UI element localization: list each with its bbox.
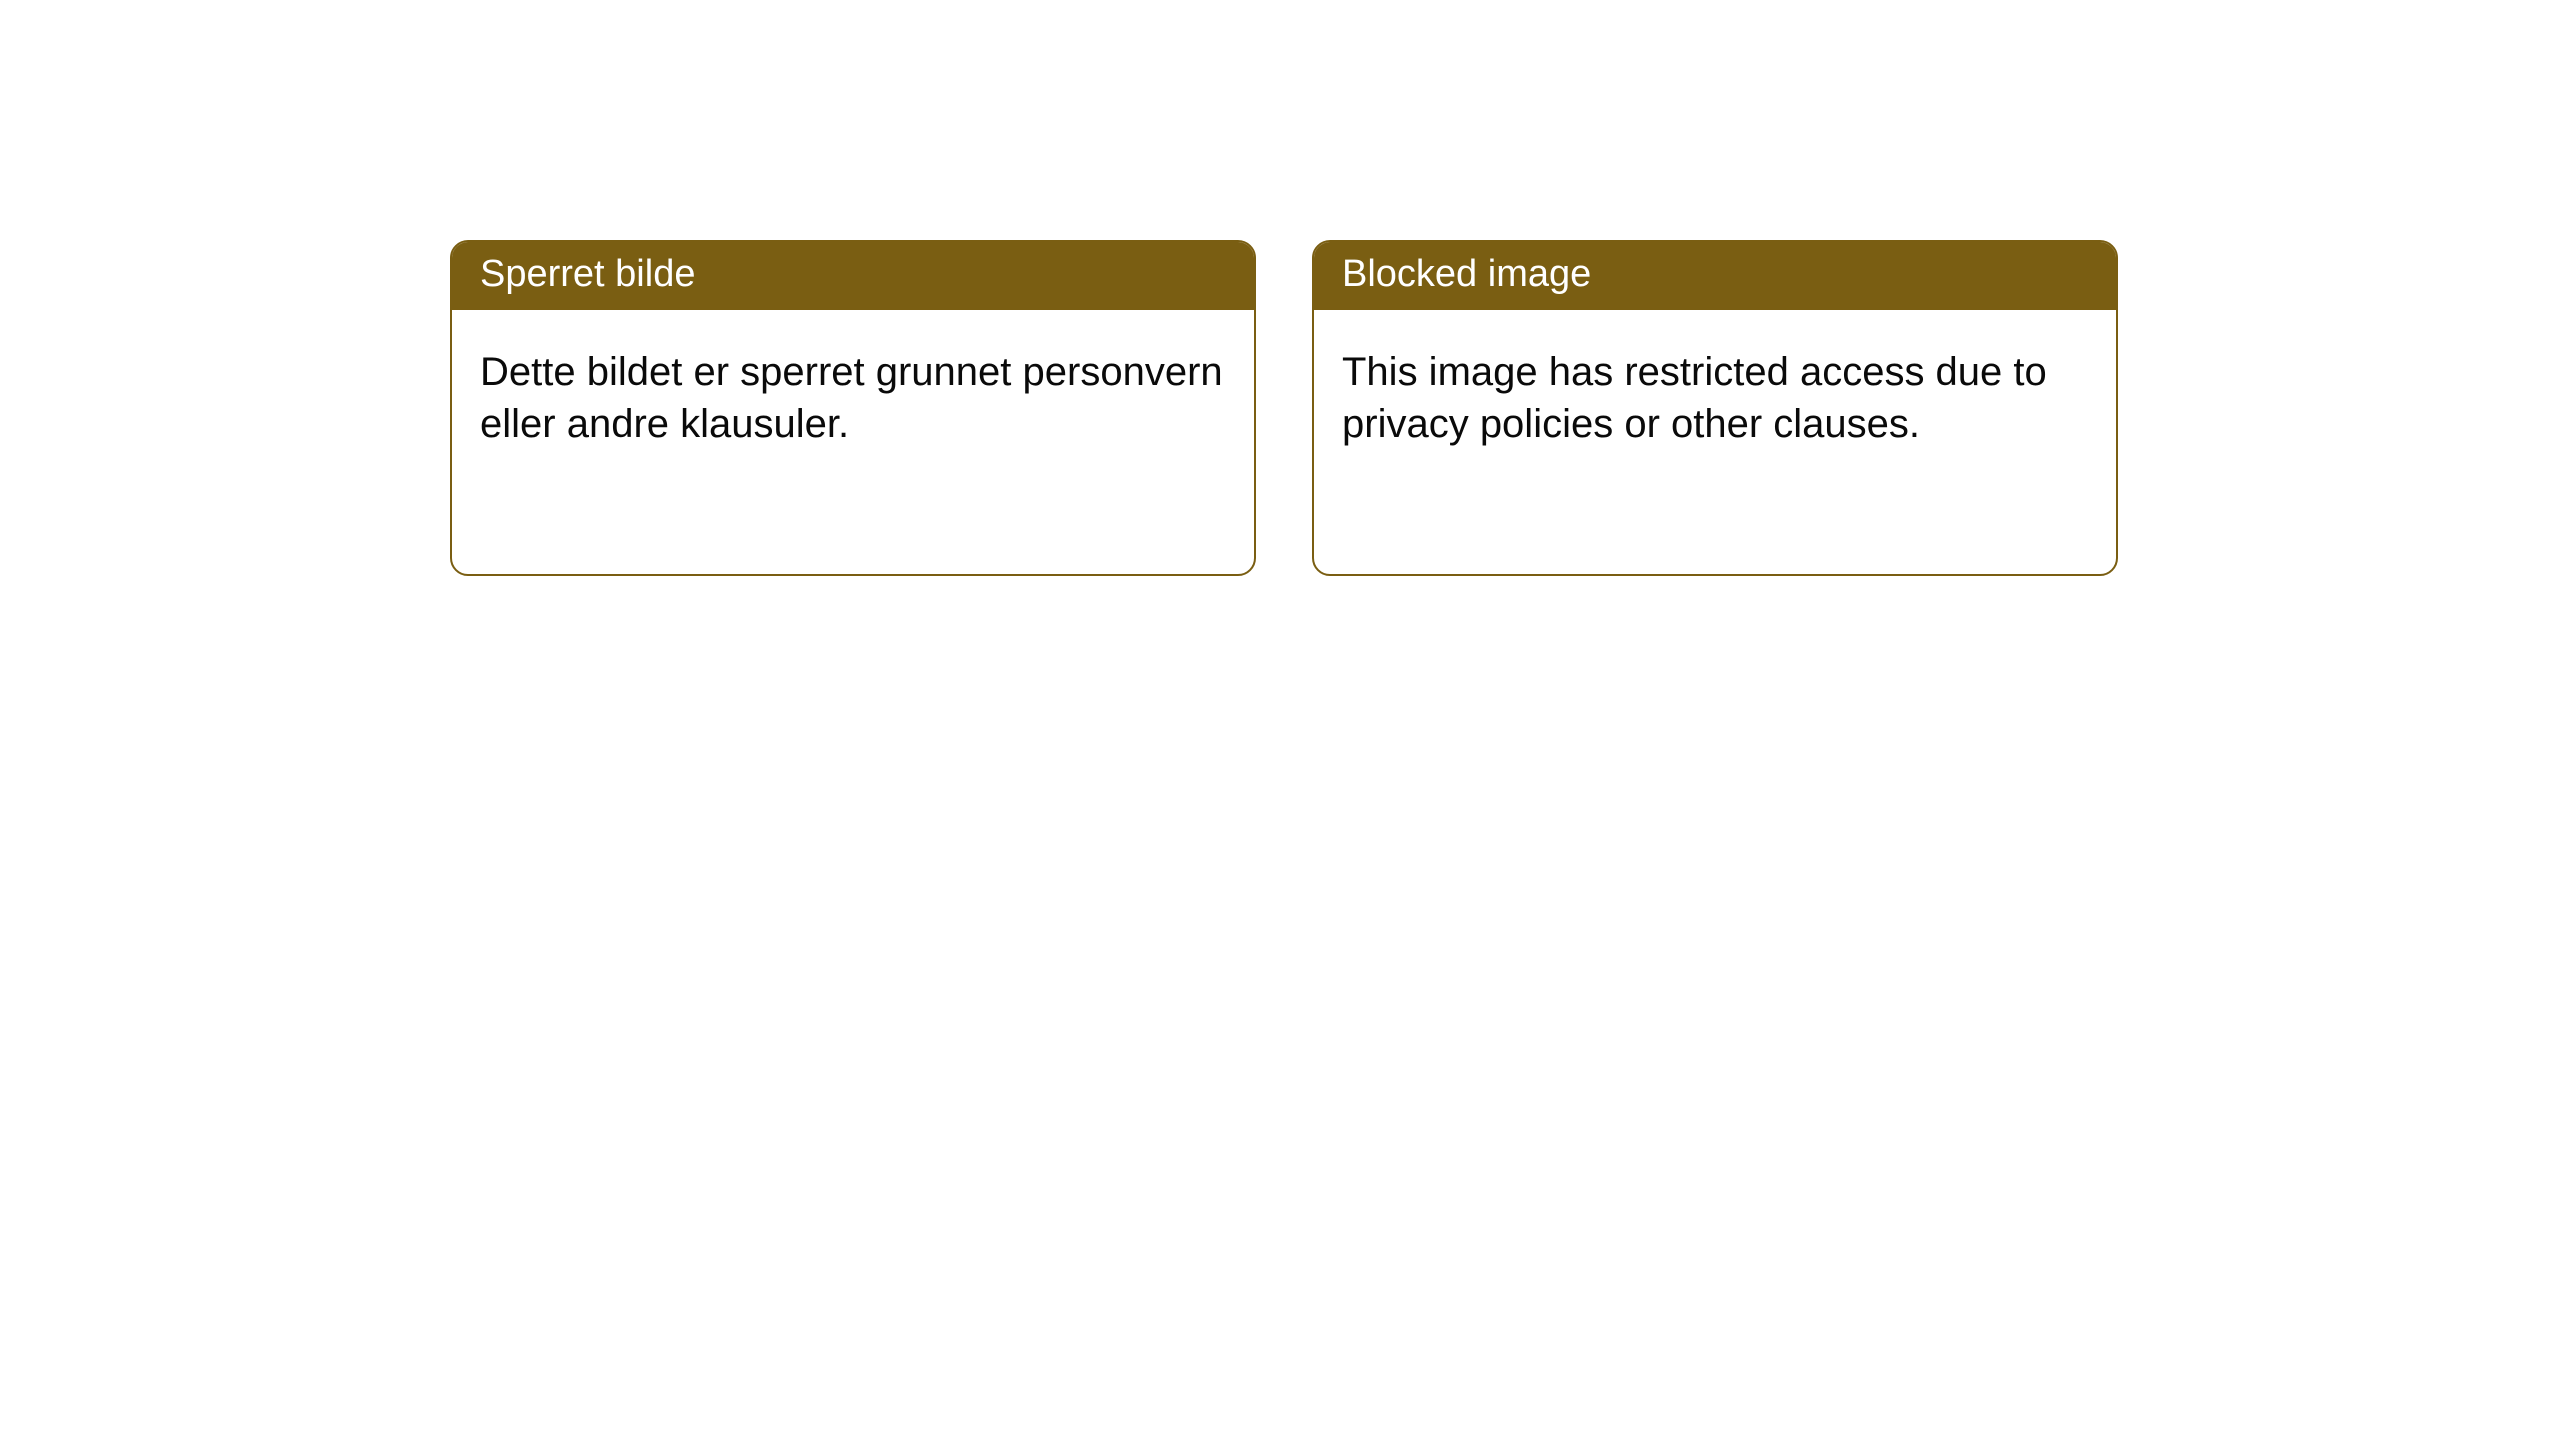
notice-card-title: Sperret bilde — [452, 242, 1254, 310]
notice-cards-row: Sperret bilde Dette bildet er sperret gr… — [0, 0, 2560, 576]
notice-card-norwegian: Sperret bilde Dette bildet er sperret gr… — [450, 240, 1256, 576]
notice-card-english: Blocked image This image has restricted … — [1312, 240, 2118, 576]
notice-card-body: Dette bildet er sperret grunnet personve… — [452, 310, 1254, 488]
notice-card-body: This image has restricted access due to … — [1314, 310, 2116, 488]
notice-card-title: Blocked image — [1314, 242, 2116, 310]
